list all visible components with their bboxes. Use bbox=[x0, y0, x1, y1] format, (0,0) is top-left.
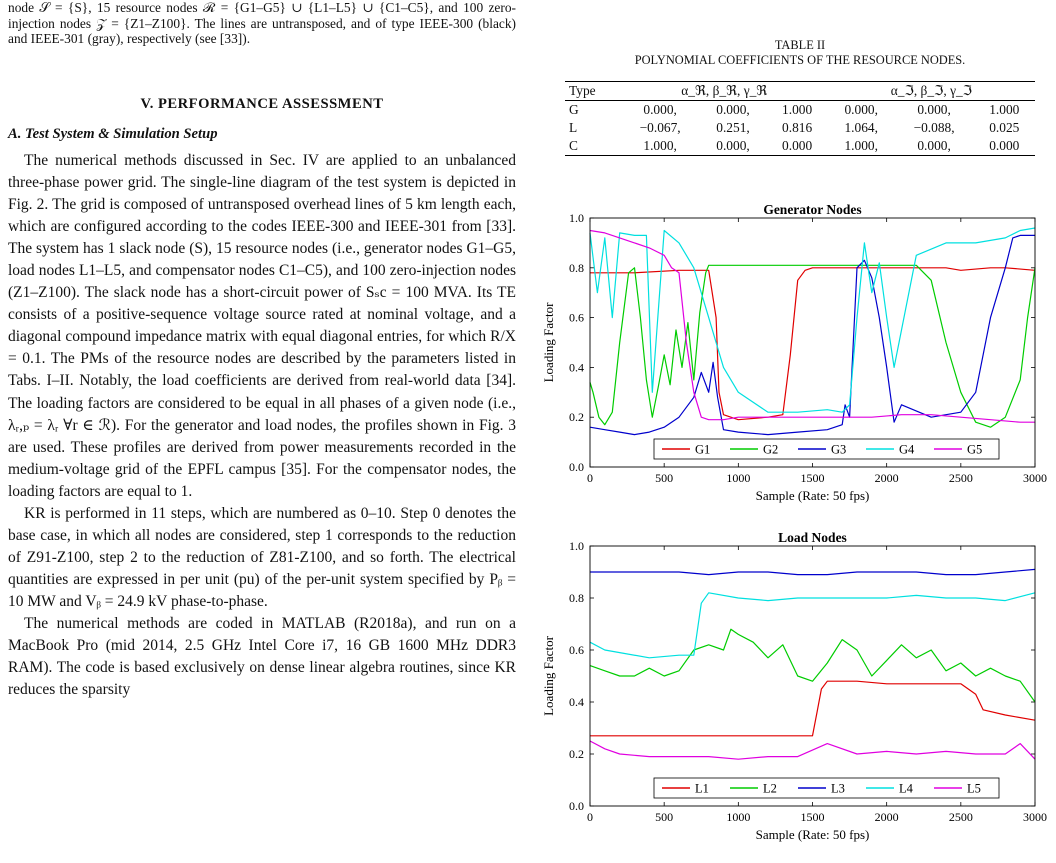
legend bbox=[653, 438, 1000, 460]
table-row: G 0.000, 0.000, 1.000 0.000, 0.000, 1.00… bbox=[565, 101, 1035, 120]
y-axis-label: Loading Factor bbox=[541, 635, 556, 715]
legend-entry: G5 bbox=[967, 443, 982, 457]
paragraph-3: The numerical methods are coded in MATLA… bbox=[8, 614, 516, 699]
x-tick-label: 0 bbox=[587, 810, 593, 824]
cell: 0.000 bbox=[766, 137, 828, 156]
legend bbox=[653, 777, 1000, 799]
series-line-g4 bbox=[589, 227, 1036, 413]
x-tick-label: 1000 bbox=[726, 810, 750, 824]
series-line-g5 bbox=[589, 229, 1035, 423]
cell-type: G bbox=[569, 102, 579, 117]
y-axis-label: Loading Factor bbox=[541, 302, 556, 382]
cell: 1.000, bbox=[620, 137, 700, 156]
cell: 1.000 bbox=[782, 102, 813, 117]
cell: 0.000, bbox=[894, 137, 974, 156]
y-tick-label: 0.6 bbox=[569, 643, 584, 657]
cell: 0.000, bbox=[699, 137, 767, 156]
x-tick-label: 500 bbox=[655, 810, 673, 824]
x-tick-label: 2500 bbox=[949, 471, 973, 485]
x-tick-label: 2000 bbox=[875, 810, 899, 824]
header-type: Type bbox=[565, 81, 621, 101]
x-tick-label: 2500 bbox=[949, 810, 973, 824]
x-tick-label: 3000 bbox=[1023, 471, 1047, 485]
y-tick-label: 0.0 bbox=[569, 799, 584, 813]
table-row: C 1.000, 0.000, 0.000 1.000, 0.000, 0.00… bbox=[565, 137, 1035, 156]
legend-entry: L4 bbox=[899, 782, 914, 796]
cell: −0.067, bbox=[639, 120, 681, 135]
cell: 0.025 bbox=[989, 120, 1020, 135]
series-line-l2 bbox=[589, 628, 1036, 703]
series-line-l4 bbox=[589, 592, 1036, 659]
x-tick-label: 0 bbox=[587, 471, 593, 485]
y-tick-label: 1.0 bbox=[569, 211, 584, 225]
plot-frame bbox=[589, 545, 1036, 807]
body-text: The numerical methods discussed in Sec. … bbox=[8, 150, 516, 701]
series-line-g2 bbox=[589, 264, 1036, 428]
x-tick-label: 1000 bbox=[726, 471, 750, 485]
y-tick-label: 1.0 bbox=[569, 539, 584, 553]
series-line-l5 bbox=[589, 740, 1036, 760]
x-tick-label: 1500 bbox=[801, 471, 825, 485]
legend-entry: L3 bbox=[831, 782, 845, 796]
y-tick-label: 0.6 bbox=[569, 311, 584, 325]
series-line-l3 bbox=[590, 568, 1036, 576]
cell: 1.000 bbox=[989, 102, 1020, 117]
chart-title: Load Nodes bbox=[778, 530, 847, 545]
series-line-g3 bbox=[589, 234, 1035, 436]
y-tick-label: 0.2 bbox=[569, 747, 584, 761]
y-tick-label: 0.4 bbox=[569, 695, 584, 709]
y-tick-label: 0.0 bbox=[569, 460, 584, 474]
x-tick-label: 2000 bbox=[875, 471, 899, 485]
y-tick-label: 0.4 bbox=[569, 360, 584, 374]
x-axis-label: Sample (Rate: 50 fps) bbox=[756, 488, 870, 503]
cell: 0.000 bbox=[973, 137, 1035, 156]
legend-entry: G4 bbox=[899, 443, 915, 457]
cell: −0.088, bbox=[913, 120, 955, 135]
x-tick-label: 3000 bbox=[1023, 810, 1047, 824]
legend-entry: G1 bbox=[695, 443, 710, 457]
legend-entry: G2 bbox=[763, 443, 778, 457]
cell: 0.251, bbox=[716, 120, 750, 135]
legend-entry: L2 bbox=[763, 782, 777, 796]
cell-type: C bbox=[565, 137, 621, 156]
table-title: POLYNOMIAL COEFFICIENTS OF THE RESOURCE … bbox=[634, 53, 966, 67]
cell: 0.000, bbox=[716, 102, 750, 117]
series-line-l1 bbox=[590, 680, 1036, 737]
paragraph-2: KR is performed in 11 steps, which are n… bbox=[8, 504, 516, 610]
cell: 1.000, bbox=[827, 137, 895, 156]
generator-nodes-chart: Generator Nodes 0 500 1000 1500 2000 2500 3000 0… bbox=[541, 202, 1047, 503]
cell: 0.816 bbox=[782, 120, 813, 135]
table-header-row: Type α_ℜ, β_ℜ, γ_ℜ α_ℑ, β_ℑ, γ_ℑ bbox=[565, 81, 1035, 101]
load-nodes-chart: Load Nodes 0 500 1000 1500 2000 2500 3000 0.0 0.2… bbox=[541, 530, 1047, 842]
legend-entry: G3 bbox=[831, 443, 846, 457]
cell: 0.000, bbox=[844, 102, 878, 117]
legend-entry: L1 bbox=[695, 782, 709, 796]
table-row: L −0.067, 0.251, 0.816 1.064, −0.088, 0.… bbox=[565, 119, 1035, 137]
paragraph-1: The numerical methods discussed in Sec. … bbox=[8, 152, 516, 500]
figure-caption-tail: node 𝒮 = {S}, 15 resource nodes ℛ = {G1–… bbox=[8, 0, 516, 46]
cell: 0.000, bbox=[917, 102, 951, 117]
header-re: α_ℜ, β_ℜ, γ_ℜ bbox=[620, 81, 828, 101]
section-title: V. PERFORMANCE ASSESSMENT bbox=[140, 96, 384, 112]
x-axis-label: Sample (Rate: 50 fps) bbox=[756, 827, 870, 842]
x-tick-label: 500 bbox=[655, 471, 673, 485]
legend-entry: L5 bbox=[967, 782, 981, 796]
table-label: TABLE II bbox=[774, 38, 826, 52]
cell-type: L bbox=[569, 120, 578, 135]
chart-title: Generator Nodes bbox=[763, 202, 861, 217]
y-tick-label: 0.8 bbox=[569, 261, 584, 275]
coefficients-table: Type α_ℜ, β_ℜ, γ_ℜ α_ℑ, β_ℑ, γ_ℑ G 0.000… bbox=[565, 81, 1035, 156]
header-im: α_ℑ, β_ℑ, γ_ℑ bbox=[827, 81, 1035, 101]
cell: 0.000, bbox=[643, 102, 677, 117]
y-tick-label: 0.2 bbox=[569, 410, 584, 424]
plot-frame bbox=[589, 217, 1036, 468]
series-line-g1 bbox=[590, 267, 1036, 421]
y-tick-label: 0.8 bbox=[569, 591, 584, 605]
subsection-title: A. Test System & Simulation Setup bbox=[8, 126, 218, 142]
x-tick-label: 1500 bbox=[801, 810, 825, 824]
left-column: node 𝒮 = {S}, 15 resource nodes ℛ = {G1–… bbox=[8, 0, 516, 698]
cell: 1.064, bbox=[844, 120, 878, 135]
